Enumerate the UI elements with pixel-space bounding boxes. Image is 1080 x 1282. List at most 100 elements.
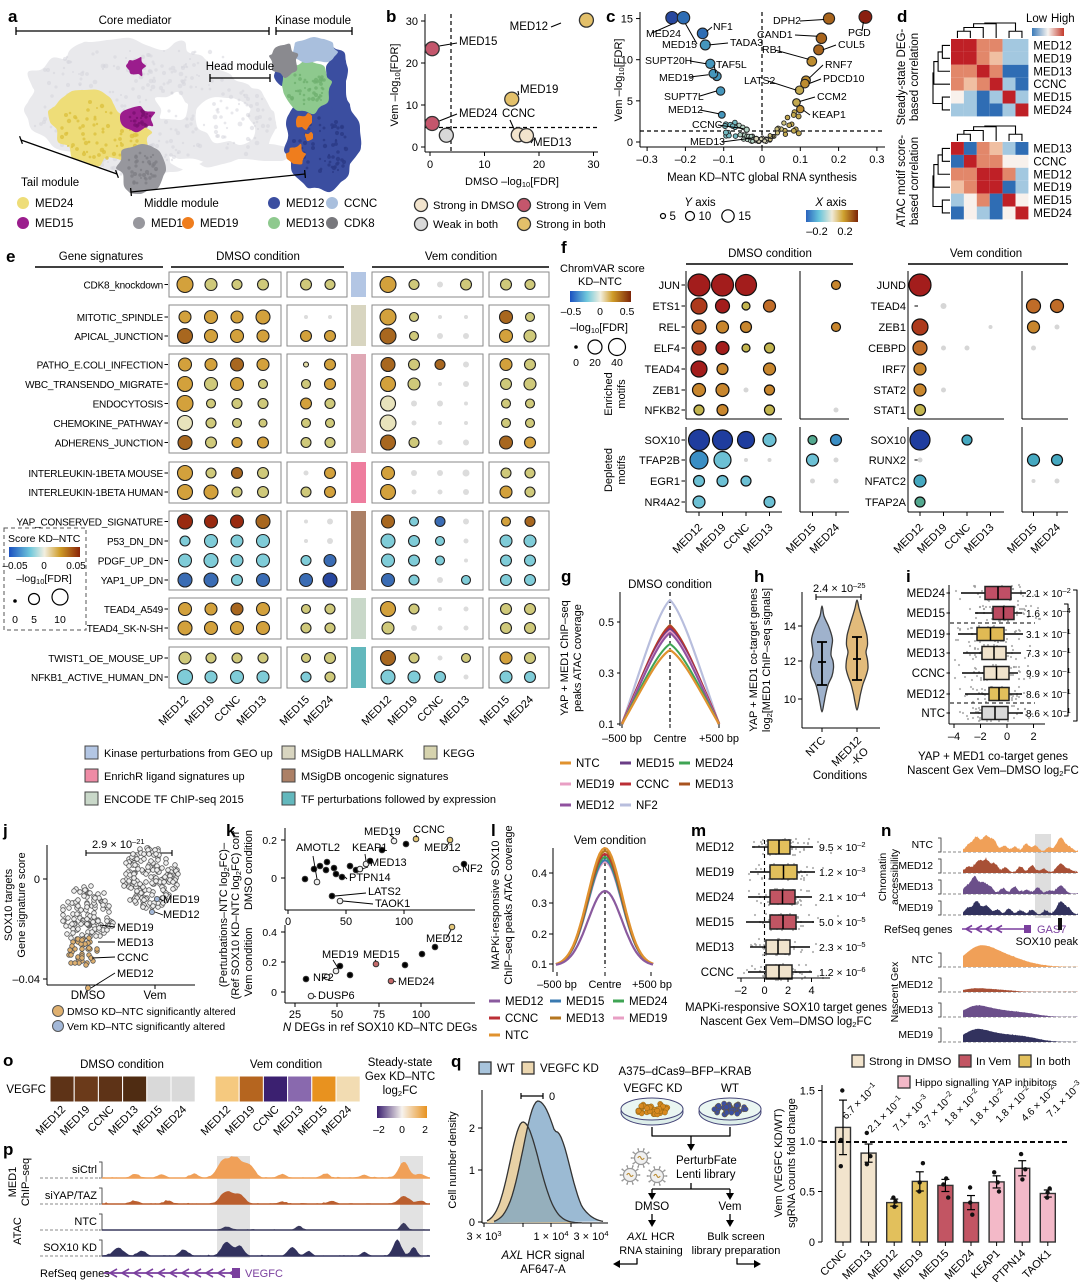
svg-text:TEAD4_SK-N-SH: TEAD4_SK-N-SH [87,624,163,635]
svg-text:MED1: MED1 [151,218,183,230]
svg-text:TAOK1: TAOK1 [375,898,410,910]
svg-text:ATAC motif score-: ATAC motif score- [896,135,908,227]
svg-text:RefSeq genes: RefSeq genes [40,1268,110,1280]
svg-text:MED12: MED12 [505,996,543,1008]
svg-text:P53_DN_DN: P53_DN_DN [107,537,163,548]
svg-text:MED15: MED15 [363,949,400,961]
svg-text:MED13: MED13 [907,648,945,660]
svg-text:SUPT20H: SUPT20H [645,55,692,67]
svg-text:Vem –log10[FDR]: Vem –log10[FDR] [613,39,626,122]
svg-text:0.1: 0.1 [599,719,614,731]
svg-text:0.3: 0.3 [599,668,614,680]
svg-text:INTERLEUKIN-1BETA HUMAN: INTERLEUKIN-1BETA HUMAN [28,488,163,499]
svg-text:NTC: NTC [912,840,934,851]
svg-text:Hippo signalling YAP inhibitor: Hippo signalling YAP inhibitors [915,1077,1057,1089]
svg-text:MED15: MED15 [636,758,674,770]
svg-text:Nascent Gex Vem–DMSO log2FC: Nascent Gex Vem–DMSO log2FC [907,765,1079,778]
svg-text:–log10[FDR]: –log10[FDR] [570,322,628,335]
svg-text:(Ref SOX10 KD–NTC log2FC) corr: (Ref SOX10 KD–NTC log2FC) corr [230,830,243,999]
svg-text:m: m [691,821,706,840]
svg-text:0: 0 [285,916,291,928]
svg-text:–500 bp: –500 bp [537,979,577,991]
svg-text:CAND1: CAND1 [757,29,793,41]
svg-text:Score KD–NTC: Score KD–NTC [8,533,81,545]
svg-text:Gene signature score: Gene signature score [16,852,28,957]
svg-text:MED1: MED1 [7,1167,19,1198]
svg-text:based correlation: based correlation [909,137,921,225]
svg-text:MED19: MED19 [898,1030,933,1041]
svg-text:0.2: 0.2 [831,154,846,166]
svg-text:MED15: MED15 [35,218,73,230]
svg-text:INTERLEUKIN-1BETA MOUSE: INTERLEUKIN-1BETA MOUSE [28,469,163,480]
svg-text:library preparation: library preparation [692,1245,781,1257]
svg-text:NTC: NTC [912,955,934,966]
svg-text:–2: –2 [974,731,986,743]
svg-text:0.3: 0.3 [532,898,547,910]
svg-text:MAPKi-responsive SOX10 target: MAPKi-responsive SOX10 target genes [685,1002,887,1014]
svg-text:Low: Low [1026,13,1048,25]
svg-text:MED19: MED19 [364,826,401,838]
svg-text:NTC: NTC [505,1030,529,1042]
svg-text:SOX10 peak: SOX10 peak [1016,936,1079,948]
svg-text:0.4: 0.4 [532,868,547,880]
svg-text:NTC: NTC [74,1216,97,1228]
svg-text:1.2 × 10–3: 1.2 × 10–3 [819,865,866,879]
svg-text:IRF7: IRF7 [882,364,906,376]
svg-text:DMSO: DMSO [635,1201,670,1213]
svg-text:Steady-state: Steady-state [368,1057,433,1069]
svg-text:Strong in Vem: Strong in Vem [536,200,606,212]
svg-text:CDK8: CDK8 [344,218,375,230]
svg-text:8.6 × 10–1: 8.6 × 10–1 [1026,706,1071,720]
svg-text:15: 15 [738,211,751,223]
svg-text:DPH2: DPH2 [773,15,801,27]
svg-text:0.2: 0.2 [262,957,277,969]
svg-text:MED24: MED24 [907,588,946,600]
svg-text:Nascent Gex Vem–DMSO log2FC: Nascent Gex Vem–DMSO log2FC [700,1016,872,1029]
svg-text:MED19: MED19 [1033,53,1071,65]
svg-text:0: 0 [34,874,40,886]
svg-text:CCNC: CCNC [636,779,669,791]
svg-text:CCNC: CCNC [344,198,377,210]
svg-text:30: 30 [587,159,599,171]
svg-text:A375–dCas9–BFP–KRAB: A375–dCas9–BFP–KRAB [619,1066,752,1078]
svg-text:ChromVAR score: ChromVAR score [560,263,645,275]
svg-text:100: 100 [395,916,413,928]
svg-text:20: 20 [406,58,418,70]
svg-text:MED15: MED15 [459,36,497,48]
svg-text:MED13: MED13 [117,937,154,949]
svg-text:log2FC: log2FC [383,1085,418,1098]
svg-text:1 × 104: 1 × 104 [533,1229,568,1243]
svg-text:NFATC2: NFATC2 [865,476,906,488]
svg-text:MED24: MED24 [629,996,668,1008]
svg-text:1.6 × 10–4: 1.6 × 10–4 [1026,606,1071,620]
svg-text:j: j [2,821,8,840]
svg-text:MED13: MED13 [533,137,571,149]
svg-text:DMSO: DMSO [71,990,106,1002]
svg-text:DMSO condition: DMSO condition [80,1059,164,1071]
svg-text:MED15: MED15 [1033,195,1071,207]
svg-text:sgRNA counts fold change: sgRNA counts fold change [786,1098,798,1228]
svg-text:–0.05: –0.05 [2,561,27,572]
svg-text:EGR1: EGR1 [650,476,680,488]
svg-text:h: h [754,567,764,586]
svg-text:–2: –2 [735,985,747,997]
svg-text:MED19: MED19 [117,922,154,934]
svg-text:MED24: MED24 [695,758,734,770]
svg-text:TEAD4_A549: TEAD4_A549 [104,605,164,616]
svg-text:Centre: Centre [653,733,686,745]
svg-text:15: 15 [621,14,633,26]
svg-text:d: d [897,7,907,26]
svg-text:DMSO condition: DMSO condition [216,251,300,263]
svg-text:20: 20 [589,357,601,369]
svg-text:WT: WT [721,1083,739,1095]
svg-text:MED13: MED13 [1033,66,1071,78]
svg-text:PerturbFate: PerturbFate [676,1155,737,1167]
svg-text:CCNC: CCNC [1033,156,1066,168]
svg-text:l: l [491,821,496,840]
svg-text:MED12: MED12 [286,198,324,210]
svg-text:(Perturbations–NTC log2FC)–: (Perturbations–NTC log2FC)– [218,842,231,987]
svg-text:High: High [1051,13,1075,25]
svg-text:ATAC: ATAC [12,1217,24,1245]
svg-text:TFAP2A: TFAP2A [865,497,907,509]
svg-text:Vem –log10[FDR]: Vem –log10[FDR] [389,44,402,127]
